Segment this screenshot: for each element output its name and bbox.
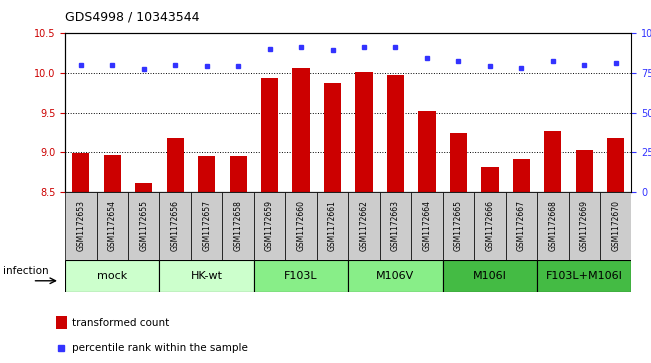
Text: GSM1172658: GSM1172658 bbox=[234, 200, 243, 252]
Bar bbox=[450, 133, 467, 192]
Bar bbox=[167, 138, 184, 192]
Text: M106I: M106I bbox=[473, 271, 507, 281]
Bar bbox=[568, 192, 600, 260]
Bar bbox=[292, 68, 310, 192]
Text: GSM1172654: GSM1172654 bbox=[108, 200, 117, 252]
Bar bbox=[128, 192, 159, 260]
Bar bbox=[443, 192, 474, 260]
Bar bbox=[600, 192, 631, 260]
Bar bbox=[575, 150, 593, 192]
Bar bbox=[348, 260, 443, 292]
Text: GSM1172661: GSM1172661 bbox=[328, 200, 337, 252]
Text: transformed count: transformed count bbox=[72, 318, 170, 328]
Bar bbox=[419, 111, 436, 192]
Bar bbox=[56, 316, 66, 329]
Text: GSM1172657: GSM1172657 bbox=[202, 200, 211, 252]
Bar bbox=[254, 192, 285, 260]
Bar bbox=[443, 260, 537, 292]
Text: GDS4998 / 10343544: GDS4998 / 10343544 bbox=[65, 11, 200, 24]
Bar bbox=[380, 192, 411, 260]
Text: GSM1172655: GSM1172655 bbox=[139, 200, 148, 252]
Bar bbox=[198, 156, 215, 192]
Bar bbox=[65, 192, 96, 260]
Text: GSM1172653: GSM1172653 bbox=[76, 200, 85, 252]
Bar bbox=[261, 78, 278, 192]
Bar bbox=[513, 159, 530, 192]
Text: GSM1172665: GSM1172665 bbox=[454, 200, 463, 252]
Bar bbox=[481, 167, 499, 192]
Text: HK-wt: HK-wt bbox=[191, 271, 223, 281]
Text: F103L: F103L bbox=[284, 271, 318, 281]
Bar bbox=[324, 83, 341, 192]
Bar bbox=[135, 183, 152, 192]
Bar bbox=[537, 192, 568, 260]
Text: GSM1172663: GSM1172663 bbox=[391, 200, 400, 252]
Text: GSM1172656: GSM1172656 bbox=[171, 200, 180, 252]
Text: mock: mock bbox=[97, 271, 128, 281]
Text: F103L+M106I: F103L+M106I bbox=[546, 271, 623, 281]
Bar bbox=[159, 192, 191, 260]
Text: M106V: M106V bbox=[376, 271, 415, 281]
Text: GSM1172670: GSM1172670 bbox=[611, 200, 620, 252]
Text: percentile rank within the sample: percentile rank within the sample bbox=[72, 343, 248, 353]
Bar bbox=[355, 72, 372, 192]
Text: GSM1172664: GSM1172664 bbox=[422, 200, 432, 252]
Bar bbox=[65, 260, 159, 292]
Text: GSM1172669: GSM1172669 bbox=[580, 200, 589, 252]
Bar bbox=[223, 192, 254, 260]
Bar bbox=[230, 156, 247, 192]
Bar bbox=[411, 192, 443, 260]
Bar bbox=[104, 155, 121, 192]
Bar bbox=[544, 131, 561, 192]
Bar bbox=[537, 260, 631, 292]
Text: GSM1172667: GSM1172667 bbox=[517, 200, 526, 252]
Text: GSM1172659: GSM1172659 bbox=[265, 200, 274, 252]
Bar bbox=[72, 153, 89, 192]
Text: GSM1172666: GSM1172666 bbox=[486, 200, 494, 252]
Bar bbox=[348, 192, 380, 260]
Text: GSM1172660: GSM1172660 bbox=[297, 200, 305, 252]
Bar bbox=[159, 260, 254, 292]
Bar bbox=[607, 138, 624, 192]
Text: GSM1172662: GSM1172662 bbox=[359, 200, 368, 252]
Bar bbox=[317, 192, 348, 260]
Text: GSM1172668: GSM1172668 bbox=[548, 200, 557, 252]
Bar bbox=[474, 192, 506, 260]
Bar bbox=[254, 260, 348, 292]
Bar bbox=[285, 192, 317, 260]
Bar bbox=[506, 192, 537, 260]
Bar bbox=[387, 75, 404, 192]
Bar bbox=[96, 192, 128, 260]
Text: infection: infection bbox=[3, 266, 49, 276]
Bar bbox=[191, 192, 223, 260]
